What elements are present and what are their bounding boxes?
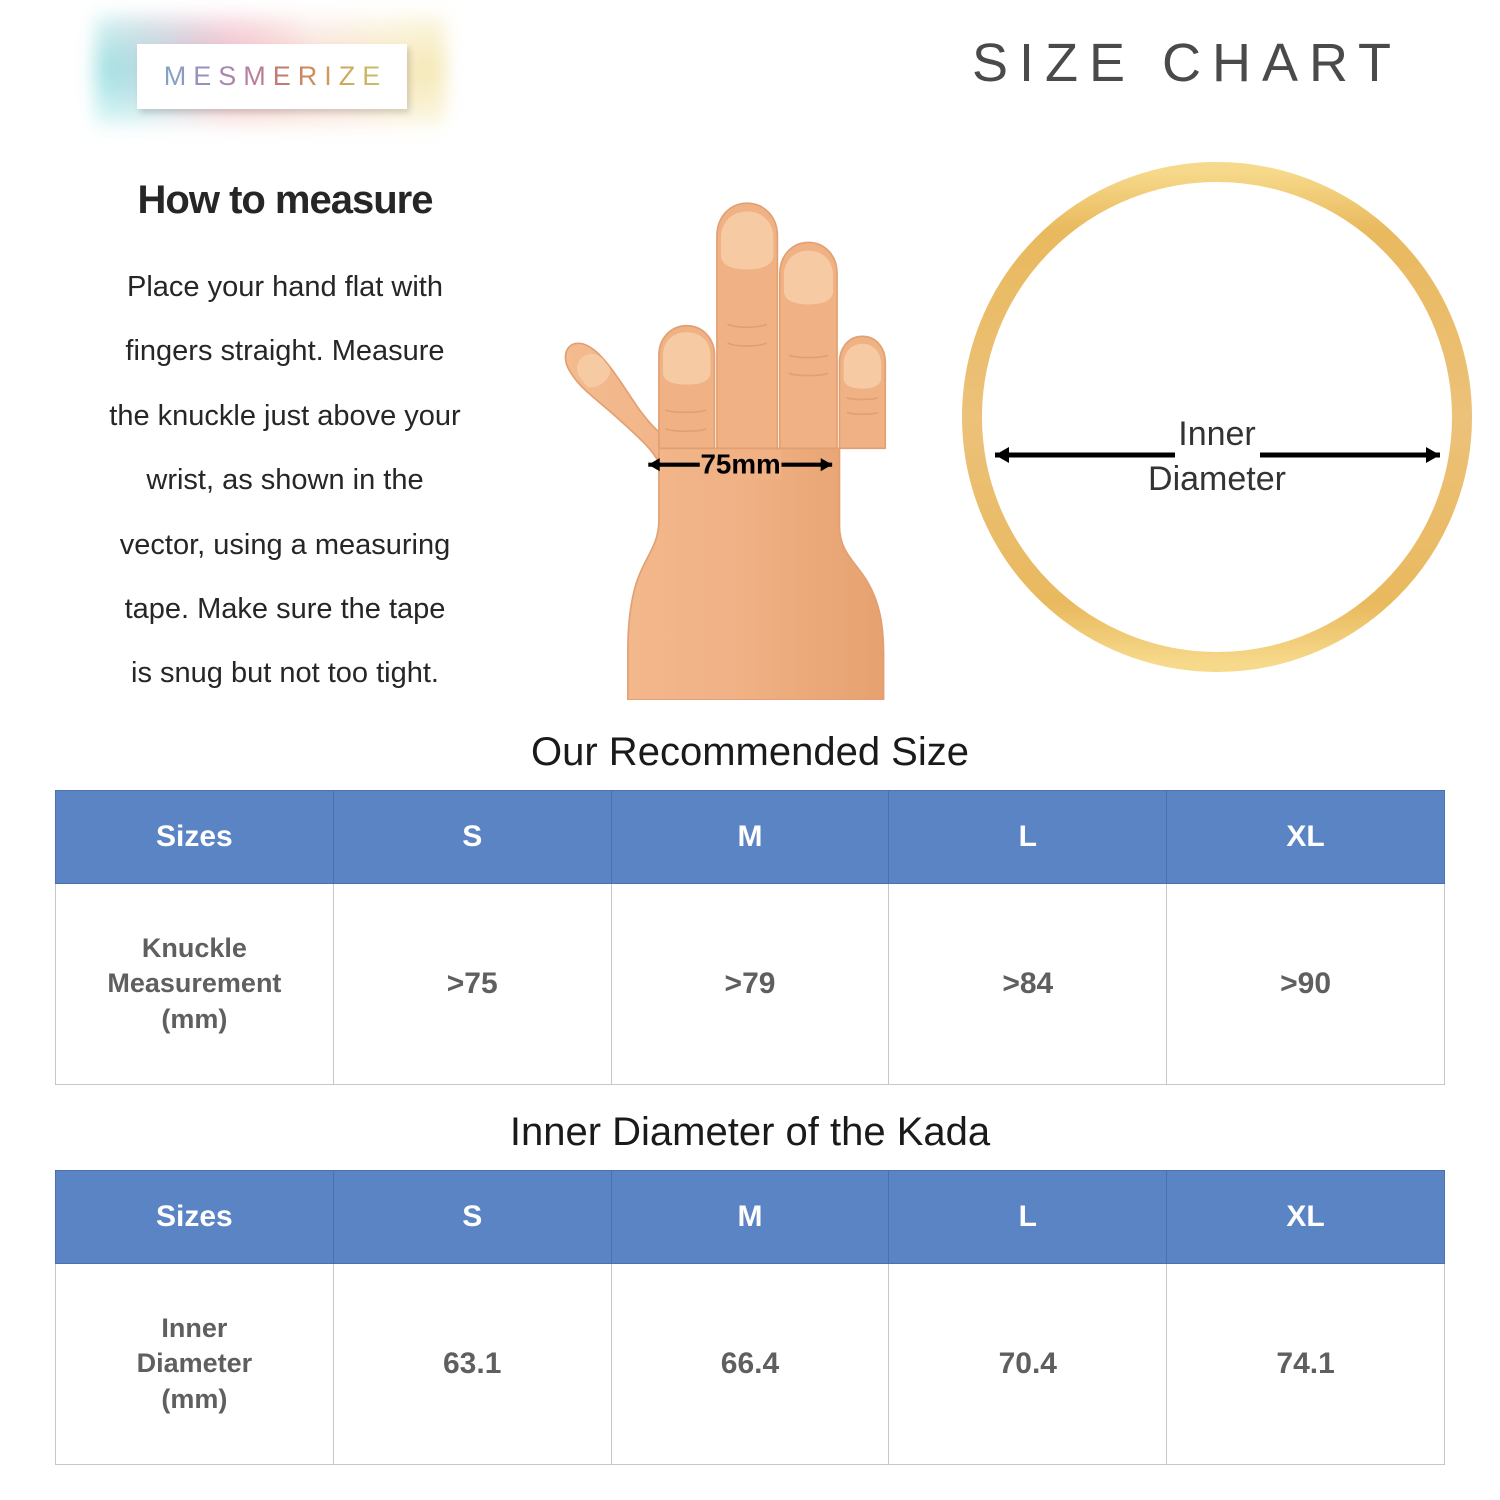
svg-text:Inner: Inner (1178, 415, 1256, 453)
svg-text:Diameter: Diameter (1148, 460, 1286, 498)
svg-text:75mm: 75mm (700, 449, 780, 480)
